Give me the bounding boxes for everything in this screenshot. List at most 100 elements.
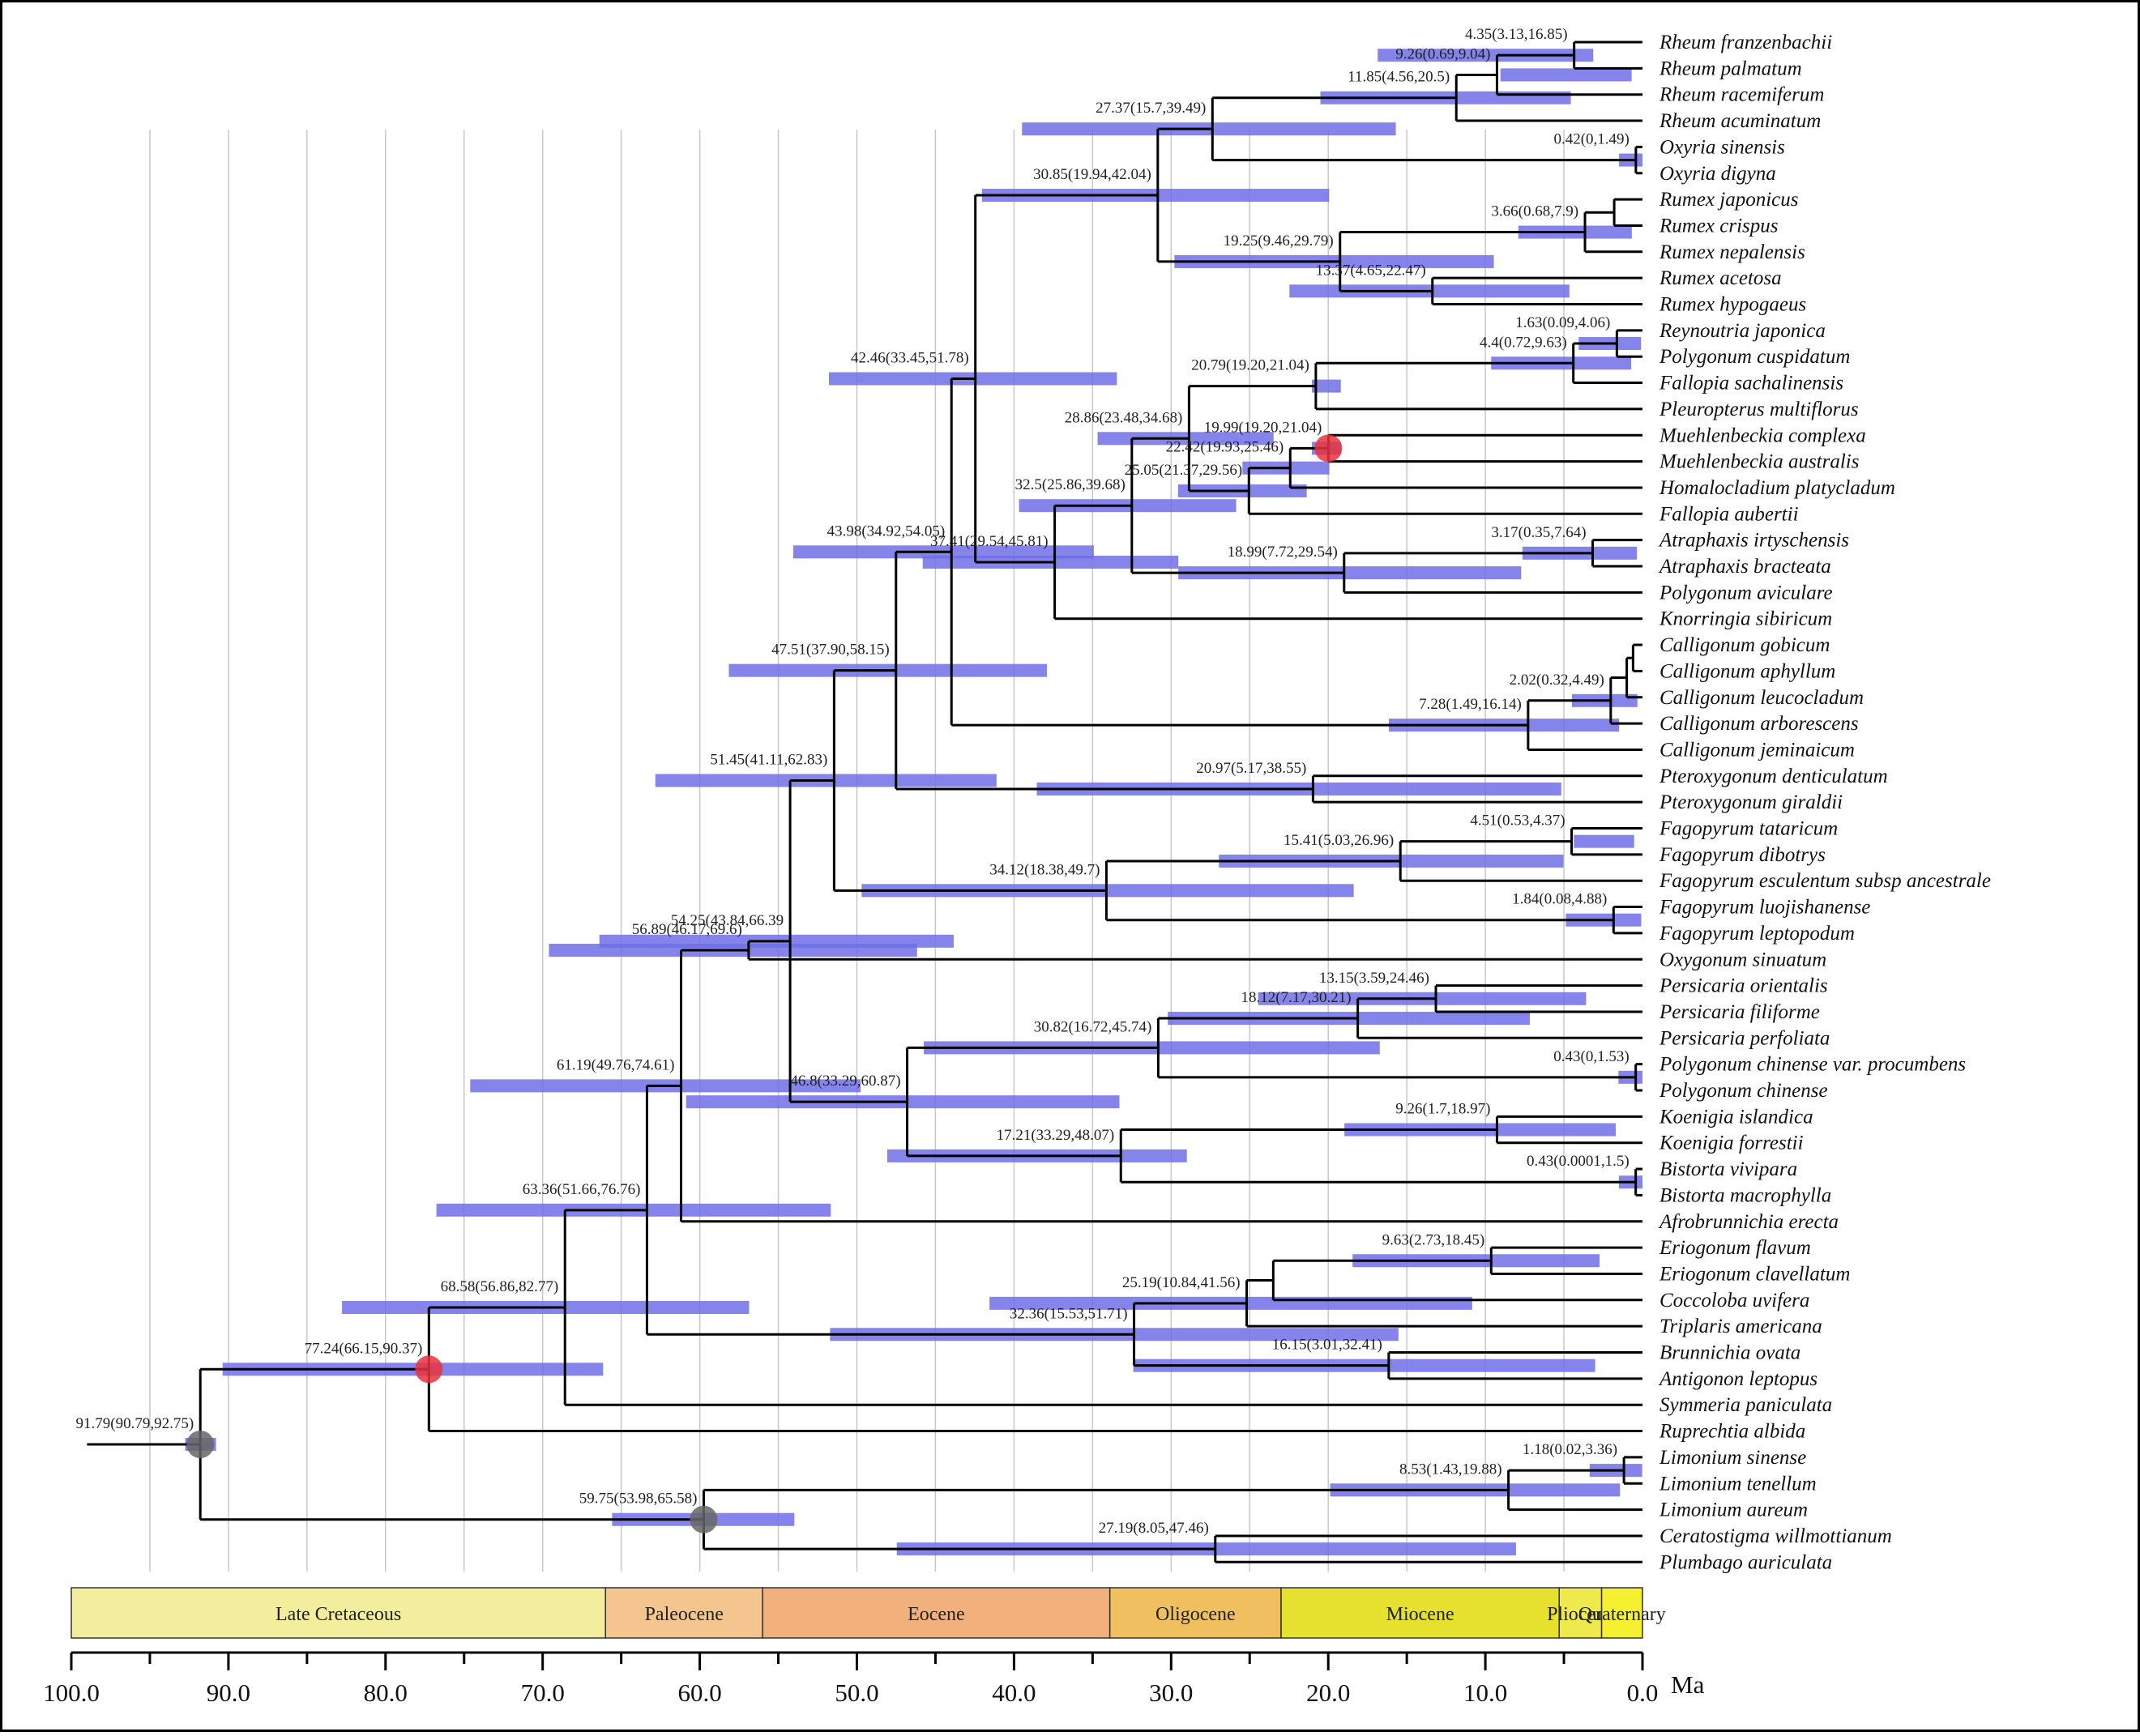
taxon-label: Calligonum aphyllum xyxy=(1659,660,1835,682)
taxon-label: Rheum racemiferum xyxy=(1659,84,1824,106)
node-age-label: 51.45(41.11,62.83) xyxy=(710,751,827,768)
axis-tick-label: 30.0 xyxy=(1149,1678,1193,1707)
taxon-label: Pteroxygonum denticulatum xyxy=(1659,766,1888,787)
node-age-label: 30.82(16.72,45.74) xyxy=(1034,1018,1152,1035)
epoch-box xyxy=(1600,1587,1643,1639)
taxon-label: Brunnichia ovata xyxy=(1659,1342,1800,1364)
node-age-label: 61.19(49.76,74.61) xyxy=(557,1056,675,1073)
node-age-label: 59.75(53.98,65.58) xyxy=(579,1491,698,1508)
hpd-bar xyxy=(1500,68,1632,82)
epoch-label: Paleocene xyxy=(645,1604,724,1625)
node-age-label: 43.98(34.92,54.05) xyxy=(827,523,946,540)
node-age-label: 25.05(21.37,29.56) xyxy=(1125,462,1243,479)
axis-tick-label: 70.0 xyxy=(521,1678,565,1707)
node-age-label: 4.51(0.53,4.37) xyxy=(1470,813,1565,830)
taxon-label: Atraphaxis bracteata xyxy=(1658,556,1831,578)
node-age-label: 20.97(5.17,38.55) xyxy=(1196,760,1306,777)
node-age-label: 15.41(5.03,26.96) xyxy=(1284,832,1394,849)
taxon-label: Rumex crispus xyxy=(1659,215,1779,237)
taxon-label: Triplaris americana xyxy=(1659,1316,1822,1337)
node-age-label: 2.02(0.32,4.49) xyxy=(1510,672,1604,689)
taxon-label: Symmeria paniculata xyxy=(1659,1394,1832,1416)
hpd-bar xyxy=(1378,49,1594,62)
node-age-label: 9.63(2.73,18.45) xyxy=(1382,1231,1485,1248)
taxon-label: Polygonum aviculare xyxy=(1659,582,1833,604)
axis-tick-label: 40.0 xyxy=(992,1678,1036,1707)
node-age-label: 54.25(43.84,66.39 xyxy=(671,912,784,929)
taxon-label: Koenigia forrestii xyxy=(1659,1132,1804,1154)
taxon-label: Reynoutria japonica xyxy=(1659,320,1826,342)
node-age-label: 25.19(10.84,41.56) xyxy=(1122,1274,1241,1291)
node-age-label: 0.43(0,1.53) xyxy=(1553,1048,1629,1065)
taxon-label: Eriogonum clavellatum xyxy=(1659,1263,1850,1285)
axis-tick-label: 90.0 xyxy=(207,1678,250,1707)
taxon-label: Fallopia sachalinensis xyxy=(1659,373,1843,395)
axis-tick-label: 0.0 xyxy=(1627,1678,1659,1707)
taxon-label: Persicaria perfoliata xyxy=(1659,1027,1830,1049)
taxon-label: Rumex japonicus xyxy=(1659,189,1798,211)
node-age-label: 9.26(1.7,18.97) xyxy=(1395,1101,1490,1118)
axis-tick-label: 10.0 xyxy=(1463,1678,1507,1707)
taxon-label: Fagopyrum luojishanense xyxy=(1659,897,1870,919)
epoch-label: Miocene xyxy=(1386,1604,1454,1625)
node-age-label: 28.86(23.48,34.68) xyxy=(1065,409,1183,426)
taxon-label: Fagopyrum leptopodum xyxy=(1659,923,1855,945)
node-age-label: 8.53(1.43,19.88) xyxy=(1399,1461,1502,1478)
taxon-label: Eriogonum flavum xyxy=(1659,1237,1811,1259)
node-age-label: 46.8(33.29,60.87) xyxy=(790,1073,900,1090)
node-age-label: 19.25(9.46,29.79) xyxy=(1224,232,1334,250)
epoch-box xyxy=(70,1587,607,1639)
hpd-bar xyxy=(1178,566,1522,580)
taxon-label: Calligonum gobicum xyxy=(1659,634,1830,656)
taxon-label: Oxyria digyna xyxy=(1659,163,1776,185)
epoch-label: Late Cretaceous xyxy=(276,1604,401,1625)
axis-tick-label: 60.0 xyxy=(677,1678,721,1707)
node-age-label: 0.43(0.0001,1.5) xyxy=(1527,1153,1630,1170)
epoch-label: Oligocene xyxy=(1155,1604,1236,1625)
grey-calibration-marker xyxy=(690,1505,718,1533)
taxon-label: Ruprechtia albida xyxy=(1659,1421,1805,1443)
taxon-label: Bistorta vivipara xyxy=(1659,1158,1797,1180)
node-age-label: 91.79(90.79,92.75) xyxy=(76,1415,194,1432)
taxon-label: Ceratostigma willmottianum xyxy=(1659,1525,1892,1547)
taxon-label: Pteroxygonum giraldii xyxy=(1659,791,1843,813)
taxon-label: Knorringia sibiricum xyxy=(1659,608,1832,630)
node-age-label: 3.66(0.68,7.9) xyxy=(1491,203,1578,220)
taxon-label: Rumex nepalensis xyxy=(1659,241,1805,263)
taxon-label: Persicaria filiforme xyxy=(1659,1001,1820,1023)
node-age-label: 1.63(0.09,4.06) xyxy=(1515,314,1610,331)
taxon-label: Rumex acetosa xyxy=(1659,267,1782,289)
taxon-label: Fagopyrum tataricum xyxy=(1659,818,1838,840)
taxon-label: Rumex hypogaeus xyxy=(1659,294,1806,316)
node-age-label: 16.15(3.01,32.41) xyxy=(1272,1337,1382,1354)
taxon-label: Limonium aureum xyxy=(1659,1499,1808,1521)
taxon-label: Fagopyrum esculentum subsp ancestrale xyxy=(1659,870,1991,892)
epoch-box xyxy=(604,1587,763,1639)
epoch-box xyxy=(1108,1587,1282,1639)
taxon-label: Calligonum jeminaicum xyxy=(1659,739,1855,761)
taxon-label: Muehlenbeckia australis xyxy=(1659,451,1859,473)
node-age-label: 3.17(0.35,7.64) xyxy=(1491,524,1586,541)
epoch-label: Quaternary xyxy=(1578,1604,1666,1625)
node-age-label: 18.12(7.17,30.21) xyxy=(1241,989,1351,1006)
taxon-label: Limonium tenellum xyxy=(1659,1473,1817,1495)
epoch-label: Eocene xyxy=(908,1604,965,1625)
hpd-bar xyxy=(1312,379,1341,393)
node-age-label: 20.79(19.20,21.04) xyxy=(1191,357,1309,374)
node-age-label: 9.26(0.69,9.04) xyxy=(1395,45,1490,62)
node-age-label: 32.36(15.53,51.71) xyxy=(1010,1305,1128,1322)
node-age-label: 27.37(15.7,39.49) xyxy=(1096,100,1206,117)
node-age-label: 0.42(0,1.49) xyxy=(1553,131,1629,148)
taxon-label: Rheum franzenbachii xyxy=(1659,32,1832,53)
taxon-label: Homalocladium platycladum xyxy=(1659,477,1895,499)
taxon-label: Koenigia islandica xyxy=(1659,1106,1813,1128)
node-age-label: 18.99(7.72,29.54) xyxy=(1228,544,1338,561)
node-age-label: 22.42(19.93,25.46) xyxy=(1166,439,1284,456)
taxon-label: Calligonum arborescens xyxy=(1659,713,1859,735)
axis-tick-label: 20.0 xyxy=(1306,1678,1350,1707)
node-age-label: 11.85(4.56,20.5) xyxy=(1348,69,1450,86)
node-age-label: 63.36(51.66,76.76) xyxy=(523,1181,641,1198)
node-age-label: 27.19(8.05,47.46) xyxy=(1099,1520,1209,1537)
